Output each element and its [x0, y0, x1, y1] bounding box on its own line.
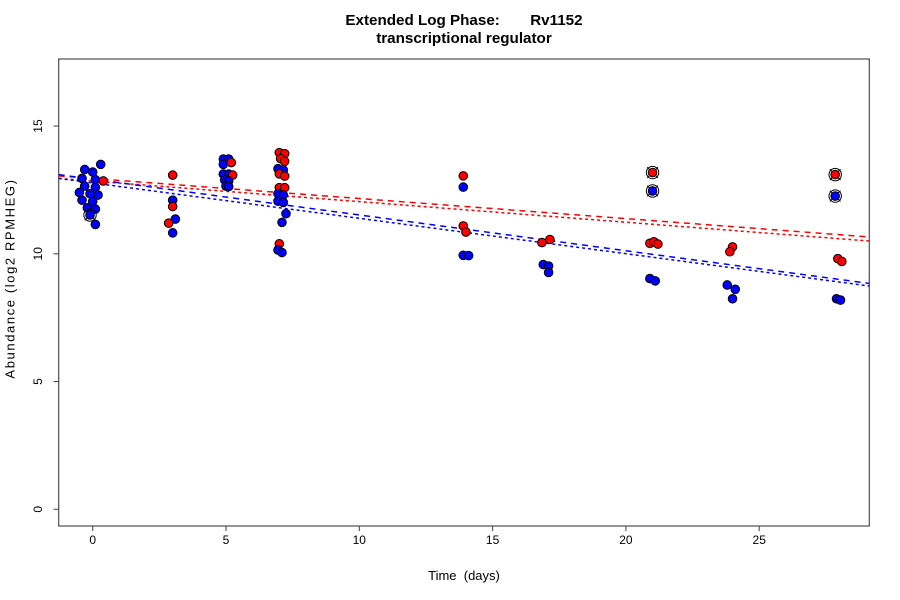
svg-text:25: 25	[753, 533, 767, 547]
svg-text:15: 15	[486, 533, 500, 547]
svg-text:0: 0	[89, 533, 96, 547]
svg-text:5: 5	[223, 533, 230, 547]
svg-text:20: 20	[619, 533, 633, 547]
svg-text:15: 15	[31, 119, 45, 133]
svg-text:10: 10	[353, 533, 367, 547]
svg-text:5: 5	[31, 378, 45, 385]
svg-text:0: 0	[31, 506, 45, 513]
svg-text:10: 10	[31, 247, 45, 261]
